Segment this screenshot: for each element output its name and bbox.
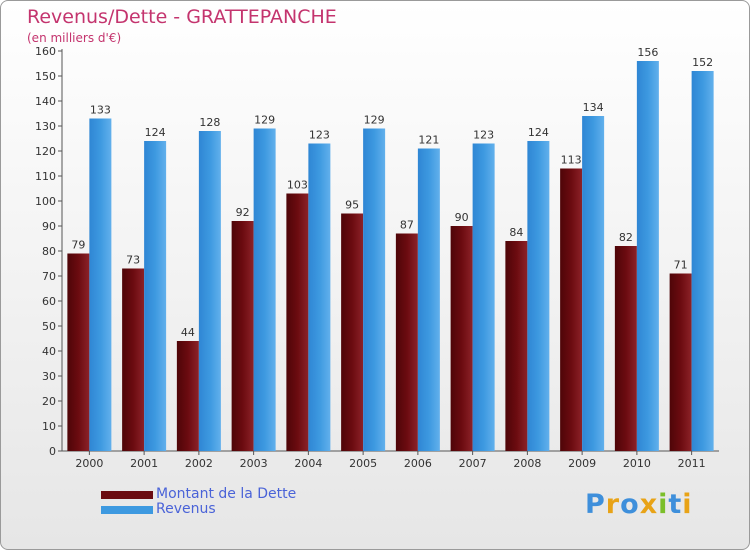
legend-label-dette: Montant de la Dette xyxy=(156,486,297,502)
data-label-dette: 73 xyxy=(126,254,140,267)
y-tick-label: 70 xyxy=(42,270,56,283)
y-tick-label: 50 xyxy=(42,320,56,333)
bar-revenus xyxy=(691,71,714,451)
x-tick-label: 2000 xyxy=(75,457,103,470)
bar-revenus xyxy=(89,118,112,451)
y-tick-label: 120 xyxy=(35,145,56,158)
x-tick-label: 2008 xyxy=(513,457,541,470)
x-tick-label: 2005 xyxy=(349,457,377,470)
data-label-revenus: 134 xyxy=(583,101,604,114)
data-label-dette: 90 xyxy=(455,211,469,224)
y-tick-label: 30 xyxy=(42,370,56,383)
logo-letter: r xyxy=(605,489,621,520)
legend: Montant de la Dette Revenus xyxy=(101,487,296,517)
data-label-revenus: 124 xyxy=(528,126,549,139)
legend-item-revenus: Revenus xyxy=(101,502,296,517)
data-label-dette: 103 xyxy=(287,179,308,192)
data-label-revenus: 156 xyxy=(637,46,658,59)
bar-dette xyxy=(122,268,145,451)
bar-revenus xyxy=(527,141,550,451)
x-tick-label: 2002 xyxy=(185,457,213,470)
bar-dette xyxy=(176,341,199,451)
y-tick-label: 160 xyxy=(35,45,56,58)
data-label-revenus: 129 xyxy=(364,114,385,127)
logo-letter: t xyxy=(668,489,683,520)
bar-dette xyxy=(614,246,637,451)
logo-letter: o xyxy=(620,489,640,520)
y-tick-label: 0 xyxy=(49,445,56,458)
data-label-revenus: 124 xyxy=(145,126,166,139)
data-label-revenus: 128 xyxy=(199,116,220,129)
proxiti-logo: Proxiti xyxy=(585,489,693,520)
data-label-revenus: 129 xyxy=(254,114,275,127)
data-label-revenus: 123 xyxy=(473,129,494,142)
bar-dette xyxy=(67,253,90,451)
y-tick-label: 100 xyxy=(35,195,56,208)
bar-revenus xyxy=(582,116,605,451)
legend-swatch-revenus xyxy=(101,505,153,514)
data-label-revenus: 152 xyxy=(692,56,713,69)
legend-label-revenus: Revenus xyxy=(156,501,216,517)
data-label-dette: 95 xyxy=(345,199,359,212)
data-label-revenus: 133 xyxy=(90,104,111,117)
bar-revenus xyxy=(144,141,167,451)
data-label-revenus: 121 xyxy=(418,134,439,147)
data-label-dette: 113 xyxy=(561,154,582,167)
data-label-dette: 84 xyxy=(509,226,523,239)
bar-revenus xyxy=(636,61,659,451)
data-label-dette: 82 xyxy=(619,231,633,244)
chart-subtitle: (en milliers d'€) xyxy=(27,31,122,45)
data-label-dette: 44 xyxy=(181,326,195,339)
bar-revenus xyxy=(417,148,440,451)
data-label-dette: 71 xyxy=(674,259,688,272)
data-label-revenus: 123 xyxy=(309,129,330,142)
y-tick-label: 130 xyxy=(35,120,56,133)
x-tick-label: 2009 xyxy=(568,457,596,470)
logo-letter: P xyxy=(585,489,606,520)
x-tick-label: 2001 xyxy=(130,457,158,470)
chart-title: Revenus/Dette - GRATTEPANCHE xyxy=(27,6,337,28)
bar-revenus xyxy=(198,131,221,451)
y-tick-label: 150 xyxy=(35,70,56,83)
bar-dette xyxy=(560,168,583,451)
x-tick-label: 2007 xyxy=(459,457,487,470)
data-label-dette: 92 xyxy=(236,206,250,219)
x-tick-label: 2010 xyxy=(623,457,651,470)
y-tick-label: 90 xyxy=(42,220,56,233)
data-label-dette: 87 xyxy=(400,219,414,232)
y-tick-label: 10 xyxy=(42,420,56,433)
bar-dette xyxy=(231,221,254,451)
bar-dette xyxy=(341,213,364,451)
x-tick-label: 2004 xyxy=(294,457,322,470)
bar-dette xyxy=(286,193,309,451)
bar-dette xyxy=(669,273,692,451)
y-tick-label: 40 xyxy=(42,345,56,358)
data-label-dette: 79 xyxy=(71,239,85,252)
bar-dette xyxy=(505,241,528,451)
legend-item-dette: Montant de la Dette xyxy=(101,487,296,502)
bar-dette xyxy=(450,226,473,451)
y-tick-label: 110 xyxy=(35,170,56,183)
y-tick-label: 20 xyxy=(42,395,56,408)
x-tick-label: 2006 xyxy=(404,457,432,470)
bar-revenus xyxy=(363,128,386,451)
x-tick-label: 2003 xyxy=(240,457,268,470)
bar-revenus xyxy=(308,143,331,451)
y-tick-label: 60 xyxy=(42,295,56,308)
logo-letter: x xyxy=(639,489,659,520)
bar-revenus xyxy=(253,128,276,451)
legend-swatch-dette xyxy=(101,490,153,499)
bar-revenus xyxy=(472,143,495,451)
logo-letter: i xyxy=(658,489,669,520)
y-tick-label: 80 xyxy=(42,245,56,258)
x-tick-label: 2011 xyxy=(678,457,706,470)
logo-letter: i xyxy=(682,489,693,520)
y-tick-label: 140 xyxy=(35,95,56,108)
bar-dette xyxy=(395,233,418,451)
